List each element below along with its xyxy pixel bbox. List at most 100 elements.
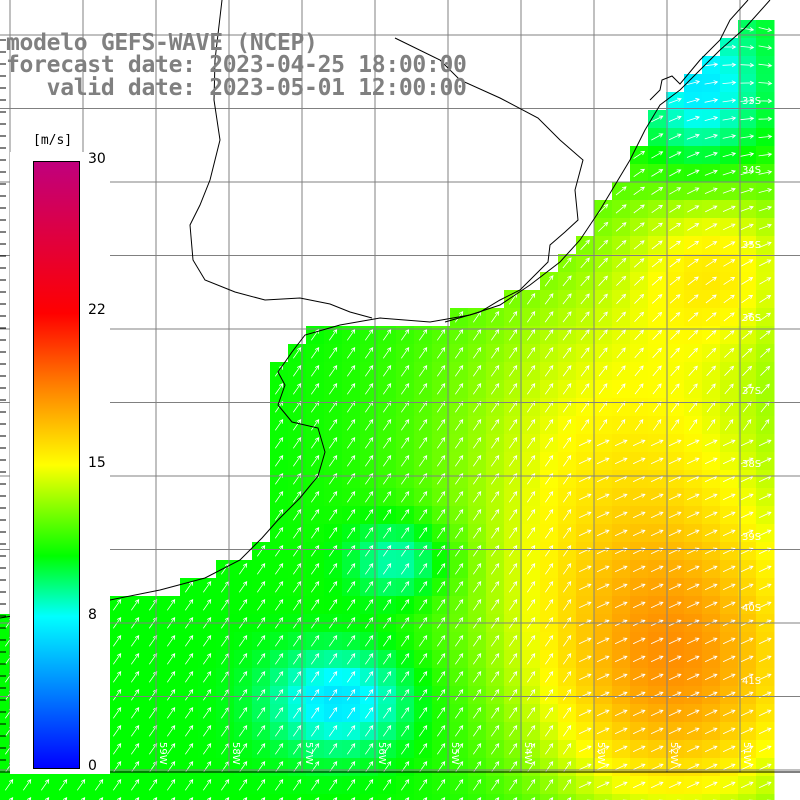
wind-arrow <box>454 545 464 557</box>
wind-arrow <box>686 565 700 573</box>
wind-arrow <box>476 797 482 800</box>
wind-arrow <box>472 509 482 521</box>
wind-arrow <box>328 563 338 575</box>
lat-lon-grid <box>0 0 800 773</box>
wind-arrow <box>686 529 700 537</box>
wind-arrow <box>490 743 500 755</box>
wind-arrow <box>310 347 320 359</box>
wind-arrow <box>526 725 536 737</box>
wind-arrow <box>454 509 464 521</box>
wind-arrow <box>742 365 753 376</box>
wind-arrow <box>364 329 374 341</box>
wind-arrow <box>632 745 646 753</box>
wind-arrow <box>292 599 302 611</box>
wind-arrow <box>668 781 682 789</box>
wind-arrow <box>436 635 446 647</box>
wind-arrow <box>508 707 518 719</box>
wind-arrow <box>418 761 428 773</box>
wind-arrow <box>508 581 518 593</box>
wind-arrow <box>758 511 772 519</box>
wind-arrow <box>346 437 356 449</box>
wind-arrow <box>508 563 518 575</box>
wind-arrow <box>634 293 645 304</box>
wind-arrow <box>578 709 592 717</box>
wind-arrow <box>256 689 266 701</box>
wind-arrow <box>723 259 736 267</box>
wind-arrow <box>454 455 464 467</box>
wind-arrow <box>722 116 737 121</box>
wind-arrow <box>400 689 410 701</box>
wind-arrow <box>238 761 248 773</box>
wind-arrow <box>580 239 590 251</box>
wind-arrow <box>364 635 374 647</box>
wind-arrow <box>669 294 681 304</box>
wind-arrow <box>454 347 464 359</box>
wind-arrow <box>400 455 410 467</box>
wind-arrow <box>490 383 500 395</box>
wind-arrow <box>256 707 266 719</box>
wind-arrow <box>328 329 338 341</box>
wind-arrow <box>668 565 682 573</box>
wind-arrow <box>148 779 158 791</box>
wind-arrow <box>704 709 718 717</box>
wind-arrow <box>616 347 626 359</box>
wind-arrow <box>274 689 284 701</box>
wind-arrow <box>382 671 392 683</box>
wind-speed-cell <box>738 794 757 800</box>
wind-arrow <box>292 509 302 521</box>
wind-arrow <box>544 599 554 611</box>
wind-arrow <box>436 743 446 755</box>
wind-arrow <box>346 509 356 521</box>
wind-arrow <box>364 653 374 665</box>
wind-arrow <box>688 329 699 340</box>
wind-arrow <box>274 419 284 431</box>
wind-arrow <box>526 671 536 683</box>
wind-arrow <box>472 455 482 467</box>
wind-arrow <box>580 311 590 323</box>
coastline <box>0 0 771 619</box>
wind-arrow <box>508 743 518 755</box>
wind-arrow <box>740 45 755 50</box>
wind-arrow <box>722 223 736 231</box>
wind-arrow <box>668 727 682 735</box>
wind-arrow <box>364 707 374 719</box>
wind-arrow <box>112 707 122 719</box>
wind-arrow <box>238 563 248 575</box>
wind-arrow <box>346 707 356 719</box>
wind-arrow <box>724 347 735 358</box>
wind-arrow <box>650 745 664 753</box>
wind-arrow <box>740 655 754 663</box>
wind-arrow <box>740 116 755 121</box>
wind-arrow <box>740 727 754 735</box>
wind-arrow <box>166 599 176 611</box>
wind-speed-cell <box>342 794 361 800</box>
wind-arrow <box>704 151 718 158</box>
wind-arrow <box>292 689 302 701</box>
wind-arrow <box>274 527 284 539</box>
wind-arrow <box>722 529 736 537</box>
wind-arrow <box>454 599 464 611</box>
wind-arrow <box>562 293 572 305</box>
wind-arrow <box>670 383 680 395</box>
wind-arrow <box>758 763 772 771</box>
wind-arrow <box>669 151 682 159</box>
wind-arrow <box>188 797 194 800</box>
wind-arrow <box>722 709 736 717</box>
wind-arrow <box>508 311 518 323</box>
wind-arrow <box>508 419 518 431</box>
wind-arrow <box>328 419 338 431</box>
wind-arrow <box>508 599 518 611</box>
wind-arrow <box>650 529 664 537</box>
wind-arrow <box>400 329 410 341</box>
wind-arrow <box>256 653 266 665</box>
wind-arrow <box>668 439 682 447</box>
wind-arrow <box>166 635 176 647</box>
wind-arrow <box>562 653 572 665</box>
wind-arrow <box>418 743 428 755</box>
wind-arrow <box>670 419 680 431</box>
wind-arrow <box>454 563 464 575</box>
wind-arrow <box>400 581 410 593</box>
wind-arrow <box>650 781 664 789</box>
wind-arrow <box>364 383 374 395</box>
wind-arrow <box>328 383 338 395</box>
